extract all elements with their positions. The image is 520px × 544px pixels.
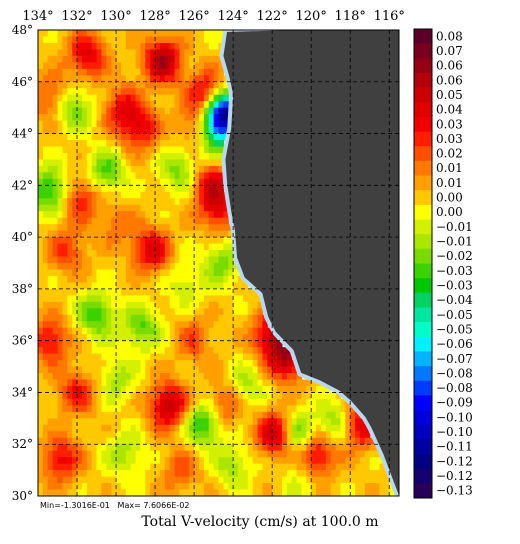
latitude-label: 46° [12,75,33,89]
min-value: Min=-1.3016E-01 [40,501,110,510]
latitude-label: 38° [12,282,33,296]
longitude-label: 118° [335,9,366,24]
legend-label: −0.10 [436,425,473,439]
legend-swatch [414,29,432,44]
legend-swatch [414,248,432,264]
longitude-label: 122° [256,9,287,24]
legend-label: −0.12 [436,469,473,483]
legend-swatch [414,395,432,411]
legend-label: −0.11 [436,440,473,454]
velocity-field [38,30,399,496]
legend-swatch [414,454,432,469]
legend-label: 0.00 [436,205,463,219]
legend-label: −0.02 [436,249,473,263]
legend-label: 0.02 [436,147,463,161]
legend-label: 0.07 [436,44,463,58]
legend-label: 0.01 [436,161,463,175]
legend-swatch [414,292,432,308]
latitude-labels: 48° 46° 44° 42° 40° 38° 36° 34° 32° 30° [12,23,33,503]
legend-swatch [414,116,432,132]
legend-swatch [414,146,432,162]
latitude-label: 32° [12,437,33,451]
legend-label: −0.05 [436,322,473,336]
legend-label: 0.01 [436,176,463,190]
latitude-label: 36° [12,334,33,348]
legend-label: −0.06 [436,337,473,351]
map-frame [37,29,400,497]
longitude-label: 126° [178,9,209,24]
legend-swatch [414,234,432,250]
legend-swatch [414,468,432,484]
legend-swatch [414,483,432,499]
legend-swatch [414,424,432,440]
max-value: Max= 7.6066E-02 [117,501,190,510]
legend-label: −0.01 [436,220,473,234]
longitude-label: 128° [139,9,170,24]
legend-swatch [414,160,432,176]
longitude-label: 130° [100,9,131,24]
legend-swatch [414,131,432,147]
legend-label: −0.03 [436,278,473,292]
legend-swatch [414,219,432,235]
legend-swatch [414,439,432,455]
legend-frame [413,28,433,499]
legend-swatch [414,190,432,206]
legend-label: 0.00 [436,191,463,205]
legend-swatch [414,175,432,191]
legend-label: −0.08 [436,366,473,380]
legend-label: −0.04 [436,293,473,307]
legend-label: 0.05 [436,88,463,102]
legend-swatch [414,380,432,396]
latitude-label: 30° [12,489,33,503]
legend-label: 0.04 [436,103,463,117]
latitude-label: 40° [12,230,33,244]
legend-swatch [414,43,432,59]
legend-label: −0.09 [436,396,473,410]
legend-label: −0.12 [436,454,473,468]
latitude-label: 48° [12,23,33,37]
legend-swatch [414,366,432,382]
legend-label: −0.03 [436,264,473,278]
legend-swatch [414,204,432,220]
legend-swatch [414,351,432,367]
legend-swatch [414,307,432,323]
velocity-cells [38,30,395,496]
legend-label: −0.07 [436,352,473,366]
longitude-label: 120° [296,9,327,24]
longitude-label: 134° [22,9,53,24]
longitude-label: 124° [217,9,248,24]
legend-swatch [414,87,432,103]
longitude-label: 116° [374,9,405,24]
min-max-readout: Min=-1.3016E-01 Max= 7.6066E-02 [40,501,189,510]
legend-label: −0.10 [436,410,473,424]
legend-label: 0.03 [436,132,463,146]
legend-label: −0.08 [436,381,473,395]
longitude-labels: 134° 132° 130° 128° 126° 124° 122° 120° 118° 116° [22,9,405,24]
legend-swatch [414,263,432,279]
latitude-label: 44° [12,127,33,141]
color-legend: 0.080.070.060.060.050.040.030.030.020.01… [413,28,473,499]
legend-swatch [414,410,432,426]
legend-swatch [414,102,432,118]
legend-swatch [414,278,432,294]
latitude-label: 34° [12,385,33,399]
legend-swatch [414,336,432,352]
legend-swatch [414,72,432,88]
legend-label: 0.03 [436,117,463,131]
legend-label: −0.13 [436,484,473,498]
legend-label: 0.08 [436,29,463,43]
legend-label: 0.06 [436,59,463,73]
legend-swatch [414,58,432,74]
legend-label: −0.01 [436,235,473,249]
legend-label: 0.06 [436,73,463,87]
legend-label: −0.05 [436,308,473,322]
map-caption: Total V-velocity (cm/s) at 100.0 m [141,514,379,530]
land-mass [219,30,399,496]
longitude-label: 132° [61,9,92,24]
legend-swatch [414,322,432,338]
latitude-label: 42° [12,178,33,192]
